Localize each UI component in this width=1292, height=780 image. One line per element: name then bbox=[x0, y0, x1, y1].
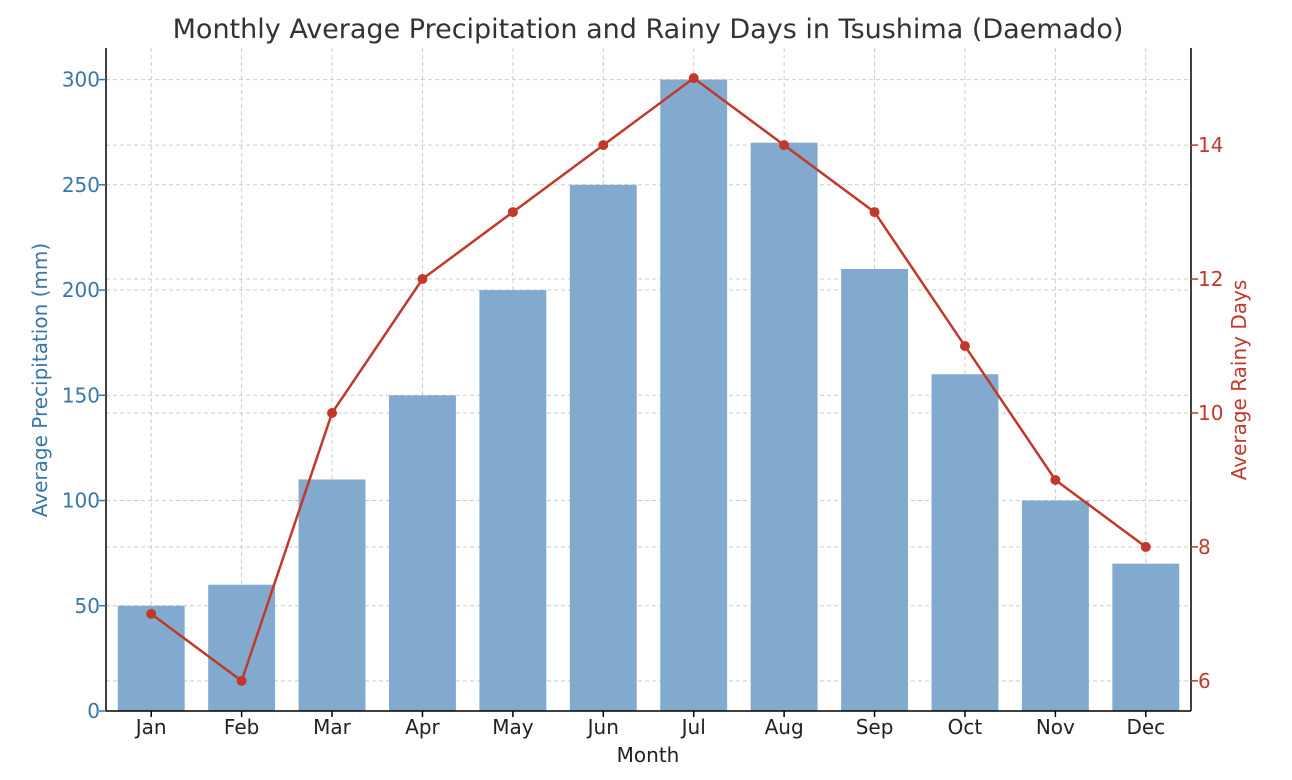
left-tick-label: 50 bbox=[75, 594, 100, 618]
left-tick-label: 250 bbox=[62, 173, 100, 197]
left-tick-label: 100 bbox=[62, 489, 100, 513]
left-tick-label: 200 bbox=[62, 278, 100, 302]
x-tick-label: Apr bbox=[405, 715, 440, 739]
rainy-days-point bbox=[417, 274, 428, 285]
rainy-days-point bbox=[779, 140, 790, 151]
x-tick-label: Feb bbox=[224, 715, 259, 739]
left-tick-label: 300 bbox=[62, 68, 100, 92]
rainy-days-point bbox=[1140, 541, 1151, 552]
bar-layer bbox=[117, 79, 1180, 712]
precipitation-bar bbox=[208, 584, 276, 711]
rainy-days-point bbox=[688, 73, 699, 84]
x-tick-label: Jul bbox=[680, 715, 706, 739]
x-tick-label: Oct bbox=[948, 715, 983, 739]
rainy-days-point bbox=[959, 341, 970, 352]
precipitation-bar bbox=[1112, 563, 1180, 711]
left-axis-label: Average Precipitation (mm) bbox=[28, 243, 52, 517]
right-tick-label: 14 bbox=[1198, 133, 1223, 157]
rainy-days-point bbox=[236, 675, 247, 686]
precipitation-bar bbox=[298, 479, 366, 711]
line-layer bbox=[146, 73, 1151, 686]
precipitation-bar bbox=[660, 79, 728, 712]
left-tick-label: 0 bbox=[87, 699, 100, 723]
rainy-days-point bbox=[1050, 474, 1061, 485]
precipitation-bar bbox=[1021, 500, 1089, 711]
x-tick-label: Aug bbox=[765, 715, 804, 739]
rainy-days-point bbox=[327, 407, 338, 418]
precipitation-bar bbox=[479, 290, 547, 711]
right-tick-label: 8 bbox=[1198, 535, 1211, 559]
x-tick-label: Dec bbox=[1126, 715, 1165, 739]
precipitation-bar bbox=[841, 269, 908, 711]
rainy-days-point bbox=[507, 207, 518, 218]
x-tick-label: May bbox=[492, 715, 534, 739]
rainy-days-point bbox=[146, 608, 157, 619]
precipitation-bar bbox=[117, 605, 185, 711]
x-axis-label: Month bbox=[617, 743, 680, 767]
precipitation-bar bbox=[931, 374, 999, 711]
right-tick-label: 12 bbox=[1198, 267, 1223, 291]
precipitation-bar bbox=[569, 184, 637, 712]
rainy-days-line bbox=[150, 76, 1147, 683]
x-tick-label: Jun bbox=[586, 715, 619, 739]
right-axis-label: Average Rainy Days bbox=[1227, 280, 1251, 481]
x-tick-label: Sep bbox=[856, 715, 894, 739]
axis-layer: 0 50 100 150 200 250 300 6 8 10 12 14 Jan Feb Mar Apr M… bbox=[62, 48, 1223, 739]
precipitation-bar bbox=[389, 395, 456, 711]
rainy-days-point bbox=[869, 207, 880, 218]
x-tick-label: Jan bbox=[134, 715, 167, 739]
right-tick-label: 6 bbox=[1198, 669, 1211, 693]
precipitation-bar bbox=[750, 142, 818, 711]
rainy-days-point bbox=[598, 140, 609, 151]
x-tick-label: Nov bbox=[1036, 715, 1075, 739]
x-tick-label: Mar bbox=[313, 715, 352, 739]
right-tick-label: 10 bbox=[1198, 401, 1223, 425]
left-tick-label: 150 bbox=[62, 383, 100, 407]
chart-title: Monthly Average Precipitation and Rainy … bbox=[173, 14, 1124, 45]
